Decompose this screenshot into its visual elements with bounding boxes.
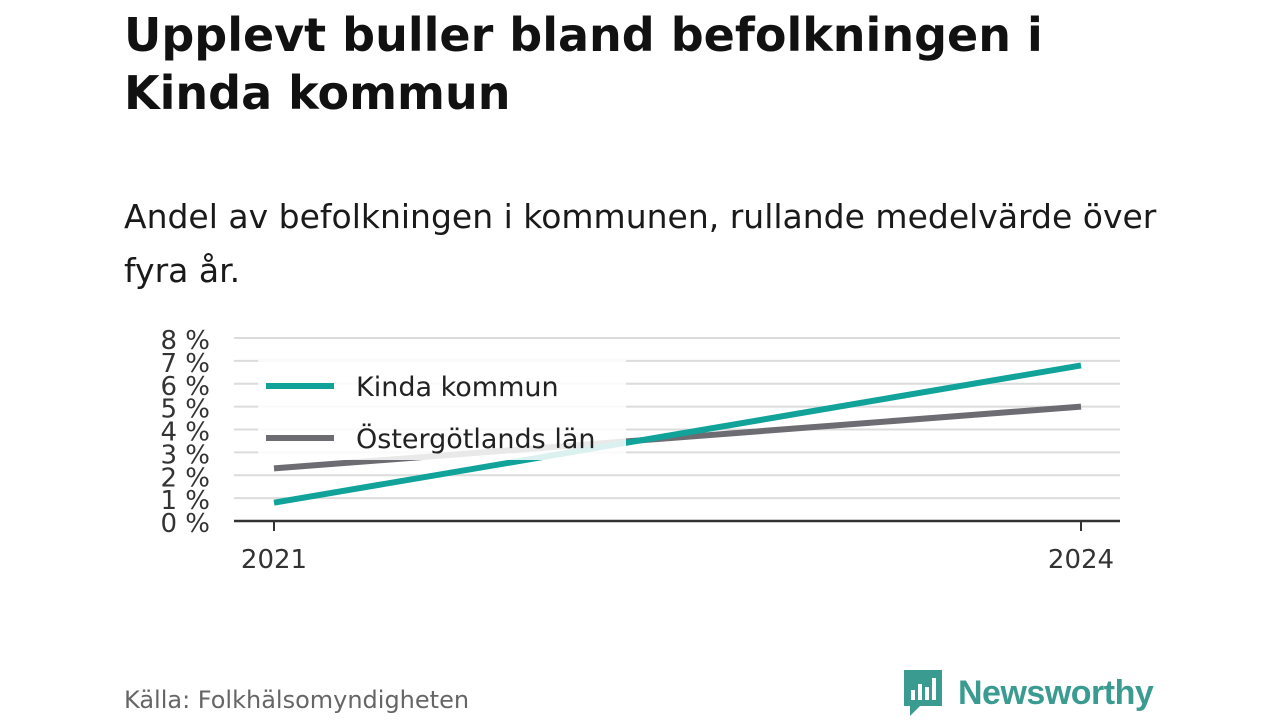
x-axis: 2021 2024	[234, 519, 1120, 575]
legend-label: Östergötlands län	[356, 423, 596, 455]
y-tick-label: 0 %	[160, 509, 210, 539]
y-tick-label: 7 %	[160, 349, 210, 379]
y-axis-ticks: 0 %1 %2 %3 %4 %5 %6 %7 %8 %	[160, 326, 210, 539]
newsworthy-logo-icon	[904, 670, 942, 716]
y-tick-label: 1 %	[160, 486, 210, 516]
y-tick-label: 6 %	[160, 372, 210, 402]
y-tick-label: 4 %	[160, 418, 210, 448]
y-tick-label: 5 %	[160, 395, 210, 425]
brand-name: Newsworthy	[958, 673, 1154, 712]
legend-label: Kinda kommun	[356, 372, 559, 403]
x-tick-label: 2024	[1048, 545, 1114, 575]
brand-logo: Newsworthy	[902, 668, 1154, 718]
legend-background	[258, 360, 626, 460]
source-note: Källa: Folkhälsomyndigheten	[124, 686, 470, 714]
chart-subtitle: Andel av befolkningen i kommunen, rullan…	[124, 197, 1157, 290]
x-tick-label: 2021	[241, 545, 307, 575]
series-line	[273, 362, 1082, 506]
y-tick-label: 8 %	[160, 326, 210, 356]
y-tick-label: 3 %	[160, 440, 210, 470]
chart-title: Upplevt buller bland befolkningen i Kind…	[124, 8, 1043, 120]
legend: Kinda kommun Östergötlands län	[258, 360, 626, 460]
y-tick-label: 2 %	[160, 463, 210, 493]
